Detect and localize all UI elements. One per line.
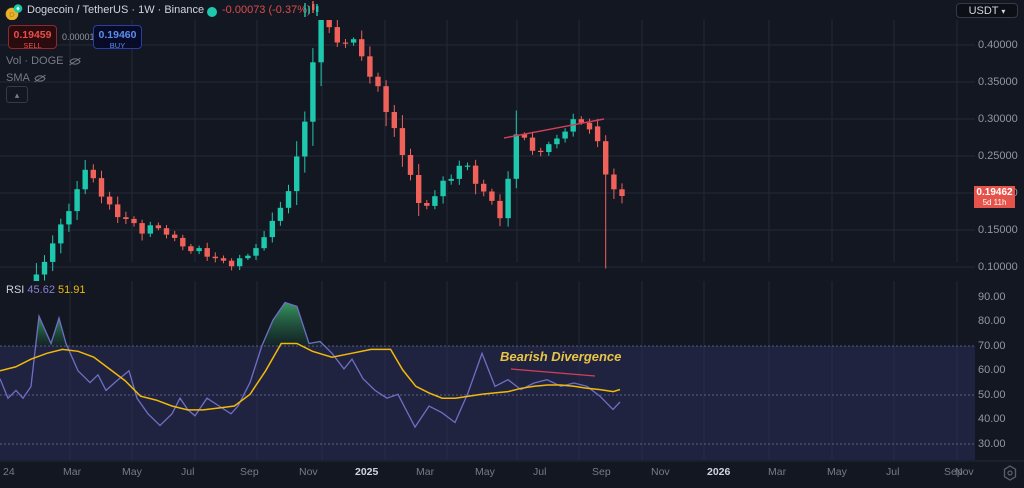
- svg-text:D: D: [9, 10, 15, 19]
